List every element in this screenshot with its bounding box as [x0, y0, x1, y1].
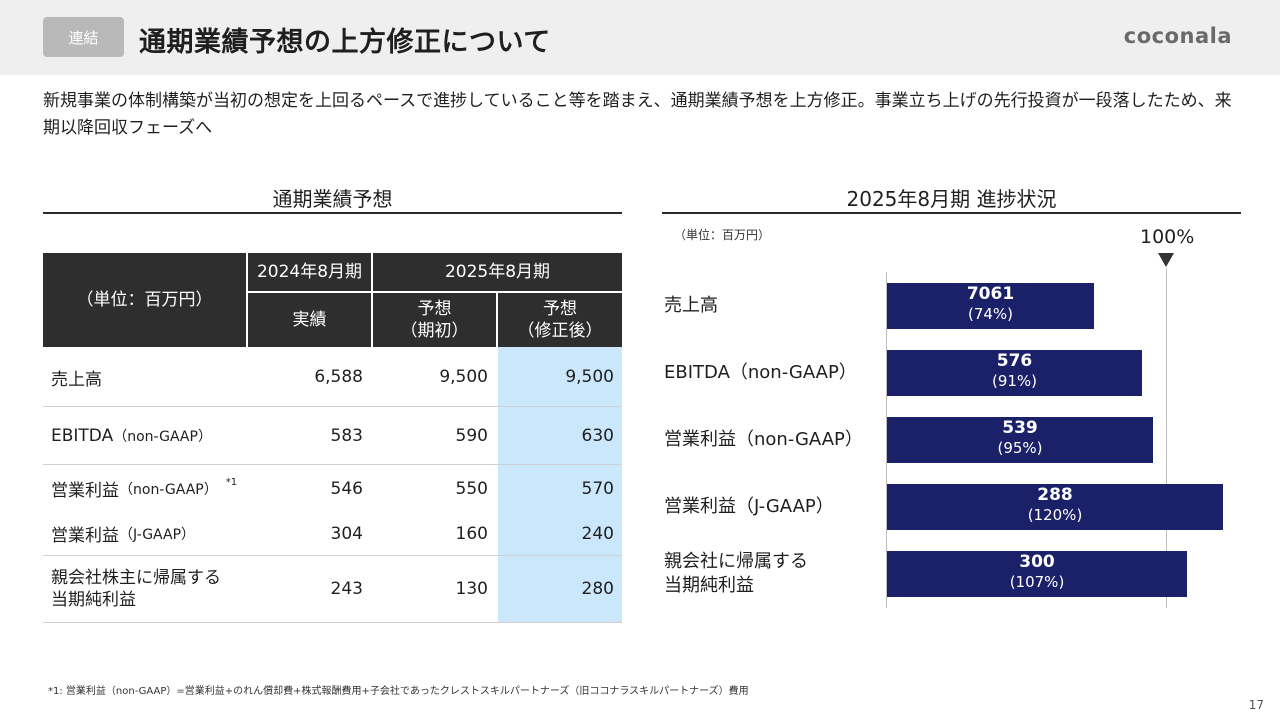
reference-line-label: 100%	[1140, 226, 1195, 248]
row-label-ebitda: EBITDA （non-GAAP）	[51, 407, 212, 465]
row-label-text: 売上高	[51, 369, 102, 390]
table-header-initial-line2: （期初）	[400, 321, 469, 341]
bar-value-label: 576	[996, 351, 1033, 371]
progress-bar: 539 (95%)	[887, 417, 1153, 463]
cell-actual: 546	[330, 478, 363, 499]
row-label-suffix: （non-GAAP）	[113, 429, 212, 445]
row-label-text-line2: 当期純利益	[51, 590, 136, 610]
cell-initial: 550	[455, 478, 488, 499]
page-title: 通期業績予想の上方修正について	[139, 27, 551, 58]
row-label-text: 営業利益	[51, 481, 119, 501]
table-row: 営業利益 （non-GAAP） *1 546 550 570	[43, 465, 622, 512]
chart-category-label: 営業利益（non-GAAP）	[664, 429, 863, 450]
bar-value-label: 300	[1019, 552, 1055, 572]
page-number: 17	[1248, 698, 1264, 712]
progress-section-title: 2025年8月期 進捗状況	[846, 187, 1057, 211]
lead-text: 新規事業の体制構築が当初の想定を上回るペースで進捗していること等を踏まえ、通期業…	[43, 91, 1232, 138]
table-row: 親会社株主に帰属する 当期純利益 243 130 280	[43, 556, 622, 623]
bar-percent-label: (107%)	[1009, 573, 1065, 591]
consolidated-tag: 連結	[43, 17, 124, 57]
progress-bar: 7061 (74%)	[887, 283, 1094, 329]
bar-value-label: 288	[1037, 485, 1073, 505]
table-header-initial: 予想 （期初）	[373, 293, 496, 347]
row-label-suffix: （non-GAAP）	[119, 481, 218, 498]
chart-category-label: 親会社に帰属する 当期純利益	[664, 551, 808, 596]
bar-percent-label: (91%)	[991, 372, 1038, 390]
row-label-text: 営業利益	[51, 526, 119, 546]
progress-bar: 576 (91%)	[887, 350, 1142, 396]
reference-line-100	[1166, 268, 1167, 608]
chart-category-label: 売上高	[664, 295, 718, 316]
progress-bar: 300 (107%)	[887, 551, 1187, 597]
row-label-text: 親会社株主に帰属する	[51, 568, 221, 588]
table-unit-header: （単位：百万円）	[43, 253, 246, 347]
table-row: EBITDA （non-GAAP） 583 590 630	[43, 407, 622, 465]
bar-percent-label: (95%)	[997, 439, 1043, 457]
cell-actual: 583	[330, 425, 363, 446]
chart-category-label: EBITDA（non-GAAP）	[664, 362, 857, 383]
cell-revised: 630	[498, 407, 622, 464]
cell-initial: 130	[455, 579, 488, 599]
reference-marker-icon	[1158, 253, 1174, 267]
footnote: *1: 営業利益（non-GAAP）=営業利益+のれん償却費+株式報酬費用+子会…	[48, 686, 749, 697]
cell-initial: 9,500	[439, 366, 488, 387]
cell-revised: 280	[498, 556, 622, 622]
table-header-actual: 実績	[248, 293, 371, 347]
cell-initial: 160	[455, 523, 488, 544]
forecast-section-title: 通期業績予想	[272, 187, 393, 211]
row-label-op-income-nongaap: 営業利益 （non-GAAP） *1	[51, 465, 237, 512]
progress-bar: 288 (120%)	[887, 484, 1223, 530]
bar-percent-label: (120%)	[1027, 506, 1083, 524]
bar-value-label: 7061	[966, 284, 1015, 304]
chart-axis-line	[886, 272, 887, 608]
table-header-revised: 予想 （修正後）	[498, 293, 622, 347]
row-label-sales: 売上高	[51, 347, 102, 407]
table-row: 営業利益 （J-GAAP） 304 160 240	[43, 512, 622, 556]
forecast-section-rule	[43, 212, 622, 214]
cell-revised: 570	[498, 465, 622, 512]
cell-actual: 6,588	[314, 366, 363, 387]
footnote-marker: *1	[225, 477, 238, 488]
bar-percent-label: (74%)	[967, 305, 1014, 323]
company-logo: coconala	[1123, 24, 1232, 48]
cell-actual: 243	[330, 579, 363, 599]
table-header-initial-line1: 予想	[417, 299, 452, 319]
row-label-text: EBITDA	[51, 426, 114, 446]
chart-category-label: 営業利益（J-GAAP）	[664, 496, 834, 517]
cell-initial: 590	[455, 425, 488, 446]
table-header-fy2024: 2024年8月期	[248, 253, 371, 291]
table-header-fy2025: 2025年8月期	[373, 253, 622, 291]
cell-revised: 9,500	[498, 347, 622, 406]
table-header-revised-line2: （修正後）	[517, 321, 603, 341]
cell-revised: 240	[498, 512, 622, 555]
chart-unit-note: （単位：百万円）	[674, 228, 771, 242]
row-label-net-income: 親会社株主に帰属する 当期純利益	[51, 556, 221, 622]
progress-section-rule	[662, 212, 1241, 214]
header-bar: 連結 通期業績予想の上方修正について coconala	[0, 0, 1280, 75]
table-row: 売上高 6,588 9,500 9,500	[43, 347, 622, 407]
table-header-revised-line1: 予想	[543, 299, 577, 319]
row-label-op-income-jgaap: 営業利益 （J-GAAP）	[51, 512, 195, 555]
cell-actual: 304	[330, 523, 363, 544]
row-label-suffix: （J-GAAP）	[119, 526, 196, 543]
bar-value-label: 539	[1002, 418, 1038, 438]
